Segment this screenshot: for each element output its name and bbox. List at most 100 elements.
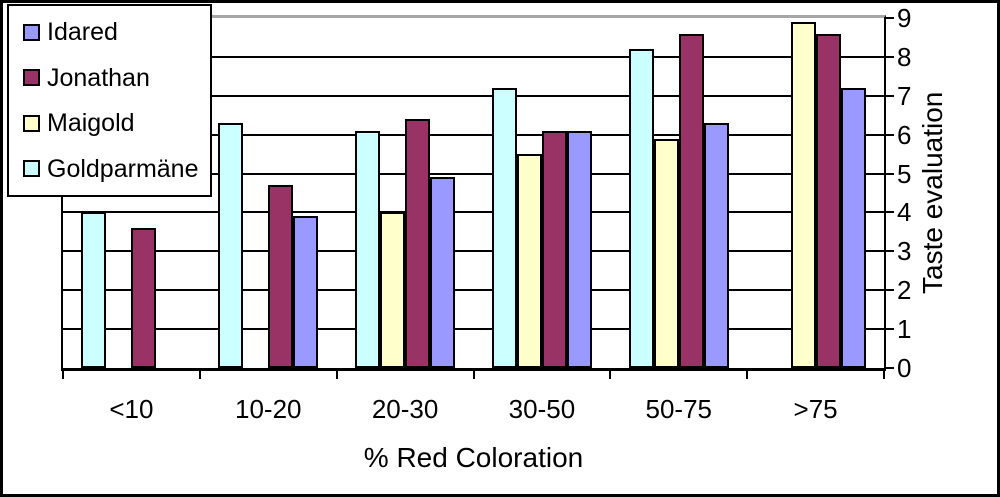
slot-maigold-30-50 xyxy=(516,18,542,368)
category-group-50-75 xyxy=(610,18,747,368)
slot-goldparm-ne-20-30 xyxy=(355,18,381,368)
gridline-3 xyxy=(63,250,884,253)
x-category-label--10: <10 xyxy=(109,394,154,424)
bar-goldparm-ne--10 xyxy=(81,212,107,368)
gridline-5 xyxy=(63,172,884,175)
x-tick-0 xyxy=(62,371,64,379)
slot-maigold-20-30 xyxy=(380,18,406,368)
bar-maigold--75 xyxy=(790,22,816,368)
slot-jonathan--75 xyxy=(815,18,841,368)
y-tick-label-9: 9 xyxy=(897,3,912,33)
y-tick-label-7: 7 xyxy=(897,80,912,111)
gridline-1 xyxy=(63,328,884,331)
plot-area xyxy=(61,15,886,371)
y-tick-label-1: 1 xyxy=(897,314,912,345)
legend-item-jonathan: Jonathan xyxy=(23,65,204,91)
y-tick-label-0: 0 xyxy=(897,353,912,383)
bar-jonathan-20-30 xyxy=(405,119,431,368)
bar-idared-20-30 xyxy=(430,177,456,368)
x-tick-4 xyxy=(609,371,612,379)
bar-idared-10-20 xyxy=(293,216,319,368)
bar-maigold-30-50 xyxy=(516,154,542,368)
slot-idared--75 xyxy=(840,18,866,368)
bar-jonathan-10-20 xyxy=(268,185,294,368)
gridline-7 xyxy=(63,94,884,97)
legend-label-maigold: Maigold xyxy=(47,109,135,138)
slot-jonathan-30-50 xyxy=(541,18,567,368)
y-tick-label-8: 8 xyxy=(897,41,912,72)
x-tick-6 xyxy=(883,371,885,379)
legend-swatch-jonathan xyxy=(23,69,40,87)
slot-idared-30-50 xyxy=(566,18,592,368)
y-tick-label-4: 4 xyxy=(897,197,912,228)
legend-label-goldparm-ne: Goldparmäne xyxy=(47,154,199,183)
slot-goldparm-ne--10 xyxy=(81,18,107,368)
legend-label-idared: Idared xyxy=(47,18,118,46)
bar-maigold-50-75 xyxy=(653,139,679,368)
y-tick-9 xyxy=(884,17,894,19)
gridline-6 xyxy=(63,133,884,136)
y-tick-7 xyxy=(884,94,894,97)
bar-goldparm-ne-50-75 xyxy=(628,49,654,368)
legend-item-maigold: Maigold xyxy=(23,110,204,136)
slot-maigold-10-20 xyxy=(243,18,268,368)
gridline-2 xyxy=(63,289,884,292)
bar-jonathan-50-75 xyxy=(678,34,704,368)
slot-jonathan-50-75 xyxy=(678,18,704,368)
y-tick-0 xyxy=(884,367,894,369)
gridline-8 xyxy=(63,55,884,58)
category-group-30-50 xyxy=(473,18,610,368)
slot-goldparm-ne--75 xyxy=(766,18,791,368)
x-category-label--75: >75 xyxy=(793,394,838,424)
slot-jonathan-20-30 xyxy=(405,18,431,368)
y-tick-2 xyxy=(884,289,894,292)
legend-item-idared: Idared xyxy=(23,19,204,45)
x-tick-1 xyxy=(198,371,201,379)
slot-jonathan--10 xyxy=(131,18,157,368)
category-group-10-20 xyxy=(200,18,337,368)
bar-maigold-20-30 xyxy=(380,212,406,368)
bar-idared-50-75 xyxy=(703,123,729,368)
legend-item-goldparm-ne: Goldparmäne xyxy=(23,156,204,182)
bar-idared-30-50 xyxy=(566,131,592,368)
y-tick-label-3: 3 xyxy=(897,236,912,267)
bar-goldparm-ne-10-20 xyxy=(218,123,244,368)
y-tick-6 xyxy=(884,133,894,136)
y-tick-label-6: 6 xyxy=(897,119,912,150)
y-tick-4 xyxy=(884,211,894,214)
bar-goldparm-ne-20-30 xyxy=(355,131,381,368)
legend-swatch-maigold xyxy=(23,114,40,132)
x-tick-3 xyxy=(472,371,475,379)
x-axis-title: % Red Coloration xyxy=(363,442,584,473)
legend-swatch-idared xyxy=(23,23,40,41)
legend-swatch-goldparm-ne xyxy=(23,160,40,178)
bar-jonathan--75 xyxy=(815,34,841,368)
y-tick-1 xyxy=(884,328,894,331)
slot-goldparm-ne-50-75 xyxy=(628,18,654,368)
slot-idared-50-75 xyxy=(703,18,729,368)
slot-goldparm-ne-10-20 xyxy=(218,18,244,368)
y-tick-label-2: 2 xyxy=(897,275,912,306)
y-tick-8 xyxy=(884,55,894,58)
y-tick-5 xyxy=(884,172,894,175)
slot-maigold-50-75 xyxy=(653,18,679,368)
y-tick-label-5: 5 xyxy=(897,158,912,189)
slot-maigold--75 xyxy=(790,18,816,368)
slot-idared-20-30 xyxy=(430,18,456,368)
gridline-4 xyxy=(63,211,884,214)
bar-goldparm-ne-30-50 xyxy=(491,88,517,368)
slot-idared-10-20 xyxy=(293,18,319,368)
category-group--10 xyxy=(63,18,200,368)
bar-jonathan--10 xyxy=(131,228,157,368)
y-tick-3 xyxy=(884,250,894,253)
x-category-label-30-50: 30-50 xyxy=(508,394,576,424)
slot-goldparm-ne-30-50 xyxy=(491,18,517,368)
bar-jonathan-30-50 xyxy=(541,131,567,368)
x-tick-2 xyxy=(335,371,338,379)
category-group-20-30 xyxy=(337,18,474,368)
x-category-label-50-75: 50-75 xyxy=(645,394,713,424)
x-category-label-10-20: 10-20 xyxy=(235,394,302,424)
slot-jonathan-10-20 xyxy=(268,18,294,368)
bar-groups xyxy=(63,18,884,368)
